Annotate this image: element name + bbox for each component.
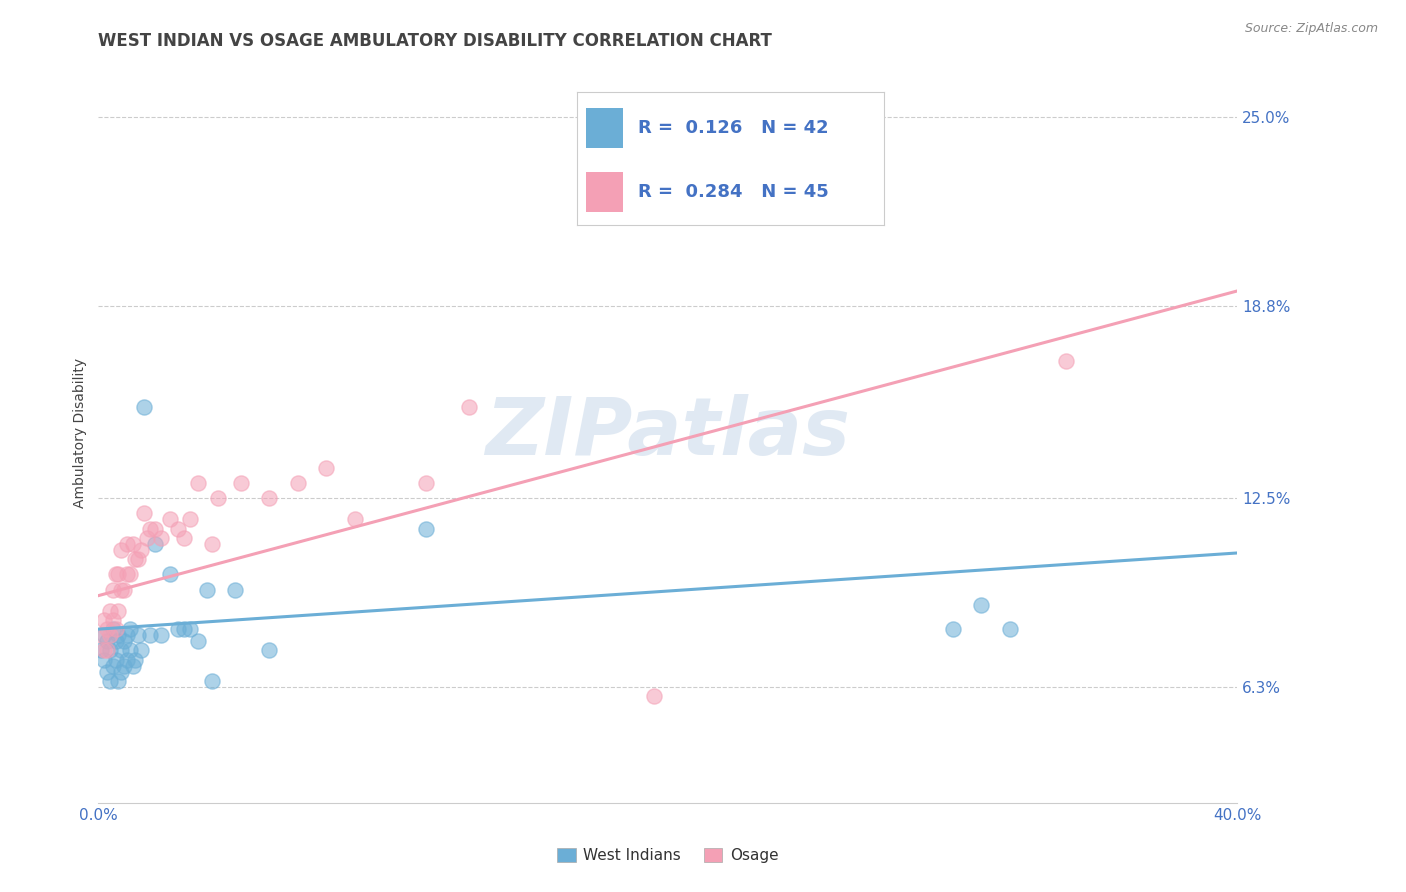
Point (132, 507, 155, 521)
Point (96, 665, 118, 679)
Point (315, 460, 337, 475)
Point (457, 400, 479, 414)
Point (104, 634, 127, 648)
Point (173, 531, 195, 545)
Point (98, 628, 121, 642)
Point (110, 643, 132, 657)
Point (124, 552, 146, 566)
Point (115, 537, 138, 551)
Point (132, 400, 155, 414)
Point (259, 491, 281, 505)
Point (150, 531, 173, 545)
Point (101, 658, 124, 673)
Point (415, 522, 437, 536)
Point (110, 543, 132, 558)
Point (1056, 354, 1078, 368)
Point (112, 634, 135, 648)
Point (112, 658, 135, 673)
Point (104, 567, 127, 582)
Point (187, 475, 209, 490)
Point (118, 567, 141, 582)
Point (127, 552, 149, 566)
Point (259, 643, 281, 657)
Point (118, 622, 141, 636)
Point (643, 689, 665, 703)
Y-axis label: Ambulatory Disability: Ambulatory Disability (73, 358, 87, 508)
Point (121, 537, 143, 551)
Point (93, 613, 115, 627)
Point (104, 652, 127, 666)
Point (179, 512, 201, 526)
Text: ZIPatlas: ZIPatlas (485, 393, 851, 472)
Point (107, 628, 129, 642)
Point (110, 665, 132, 679)
Point (101, 613, 124, 627)
Point (110, 582, 132, 597)
Text: WEST INDIAN VS OSAGE AMBULATORY DISABILITY CORRELATION CHART: WEST INDIAN VS OSAGE AMBULATORY DISABILI… (98, 32, 772, 50)
Point (115, 652, 138, 666)
Point (98, 673, 121, 688)
Point (159, 567, 181, 582)
Point (115, 567, 138, 582)
Point (129, 643, 152, 657)
Point (129, 543, 152, 558)
Point (998, 622, 1021, 636)
Point (942, 622, 965, 636)
Point (287, 475, 309, 490)
Point (93, 652, 115, 666)
Point (93, 643, 115, 657)
Point (104, 622, 127, 636)
Point (107, 673, 129, 688)
Point (138, 522, 160, 536)
Text: Source: ZipAtlas.com: Source: ZipAtlas.com (1244, 22, 1378, 36)
Point (101, 622, 124, 636)
Point (167, 522, 190, 536)
Point (145, 537, 167, 551)
Point (107, 567, 129, 582)
Point (415, 475, 437, 490)
Point (970, 598, 993, 612)
Point (173, 622, 195, 636)
Point (201, 673, 224, 688)
Point (138, 628, 160, 642)
Point (124, 652, 146, 666)
Point (195, 582, 218, 597)
Point (187, 634, 209, 648)
Point (90, 643, 112, 657)
Point (224, 582, 246, 597)
Point (118, 643, 141, 657)
Point (159, 512, 181, 526)
Point (135, 531, 157, 545)
Point (96, 622, 118, 636)
Point (96, 643, 118, 657)
Point (112, 582, 135, 597)
Point (115, 628, 138, 642)
Point (201, 537, 224, 551)
Point (343, 512, 366, 526)
Point (121, 658, 143, 673)
Point (145, 522, 167, 536)
Point (179, 622, 201, 636)
Point (93, 628, 115, 642)
Point (98, 604, 121, 618)
Legend: West Indians, Osage: West Indians, Osage (551, 842, 785, 869)
Point (96, 634, 118, 648)
Point (207, 491, 229, 505)
Point (101, 582, 124, 597)
Point (107, 604, 129, 618)
Point (127, 628, 149, 642)
Point (167, 622, 190, 636)
Point (90, 628, 112, 642)
Point (229, 475, 252, 490)
Point (98, 643, 121, 657)
Point (150, 628, 173, 642)
